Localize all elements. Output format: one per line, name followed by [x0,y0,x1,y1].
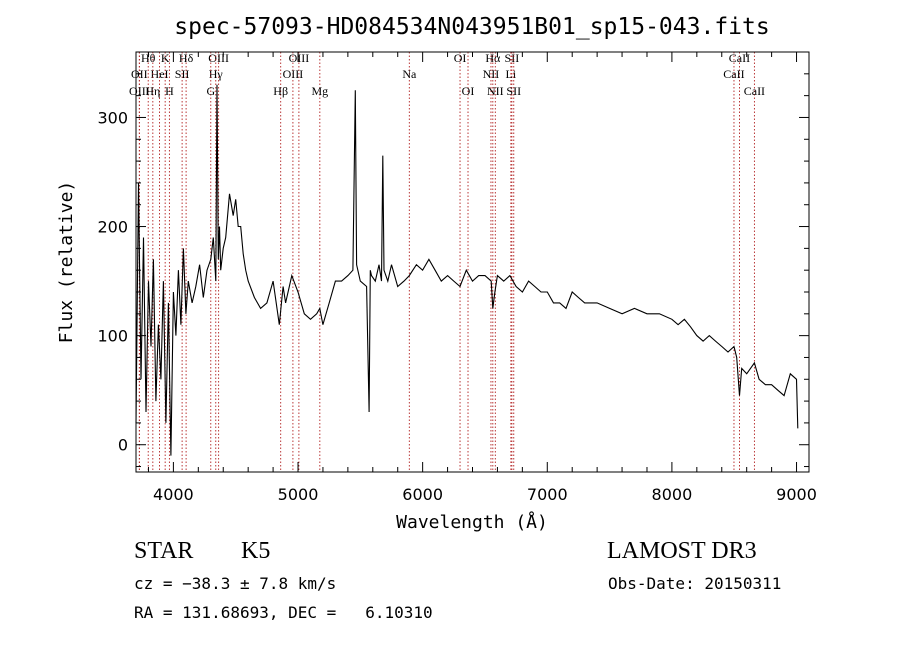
x-tick-label-6000: 6000 [402,485,443,504]
x-tick-label-7000: 7000 [527,485,568,504]
line-label-17: OI [454,51,467,65]
line-label-10: Hγ [209,67,224,81]
y-tick-label-200: 200 [97,218,128,237]
survey-name: LAMOST DR3 [607,538,757,564]
y-tick-label-100: 100 [97,327,128,346]
redshift-velocity: cz = −38.3 ± 7.8 km/s [134,574,337,593]
object-subclass: K5 [241,538,271,564]
line-label-3: HeI [151,67,169,81]
x-tick-label-4000: 4000 [153,485,194,504]
y-axis-label: Flux (relative) [56,181,77,344]
x-tick-label-9000: 9000 [776,485,817,504]
line-label-15: Mg [311,84,328,98]
ra-dec-coordinates: RA = 131.68693, DEC = 6.10310 [134,603,433,622]
line-label-8: Hδ [179,51,194,65]
line-label-24: SII [506,84,521,98]
x-axis-label: Wavelength (Å) [396,511,548,533]
line-label-2: OIII [129,84,150,98]
chart-title: spec-57093-HD084534N043951B01_sp15-043.f… [174,14,769,40]
line-label-25: CaII [729,51,750,65]
object-class: STAR [134,538,194,564]
observation-date: Obs-Date: 20150311 [608,574,782,593]
line-label-6: H [165,84,174,98]
line-label-18: OI [462,84,475,98]
line-label-22: SII [505,51,520,65]
line-label-26: CaII [723,67,744,81]
line-label-19: Hα [485,51,501,65]
line-label-16: Na [402,67,417,81]
line-label-14: OIII [283,67,304,81]
x-tick-label-5000: 5000 [278,485,319,504]
x-tick-label-8000: 8000 [652,485,693,504]
line-label-23: Li [506,67,517,81]
y-tick-label-0: 0 [118,436,128,455]
y-tick-label-300: 300 [97,108,128,127]
line-label-20: NII [483,67,500,81]
line-label-9: OIII [208,51,229,65]
spectrum-line [135,84,799,456]
line-label-7: SII [175,67,190,81]
line-label-13: OIII [289,51,310,65]
line-label-4: K [161,51,170,65]
line-label-12: Hβ [273,84,288,98]
plot-frame [135,51,810,473]
axis-ticks: 4000 5000 6000 7000 8000 9000 0 100 200 300 [97,51,817,504]
line-label-21: NII [487,84,504,98]
line-label-27: CaII [744,84,765,98]
line-label-0: Hθ [141,51,156,65]
line-label-5: Hη [145,84,160,98]
line-label-11: G [206,84,215,98]
